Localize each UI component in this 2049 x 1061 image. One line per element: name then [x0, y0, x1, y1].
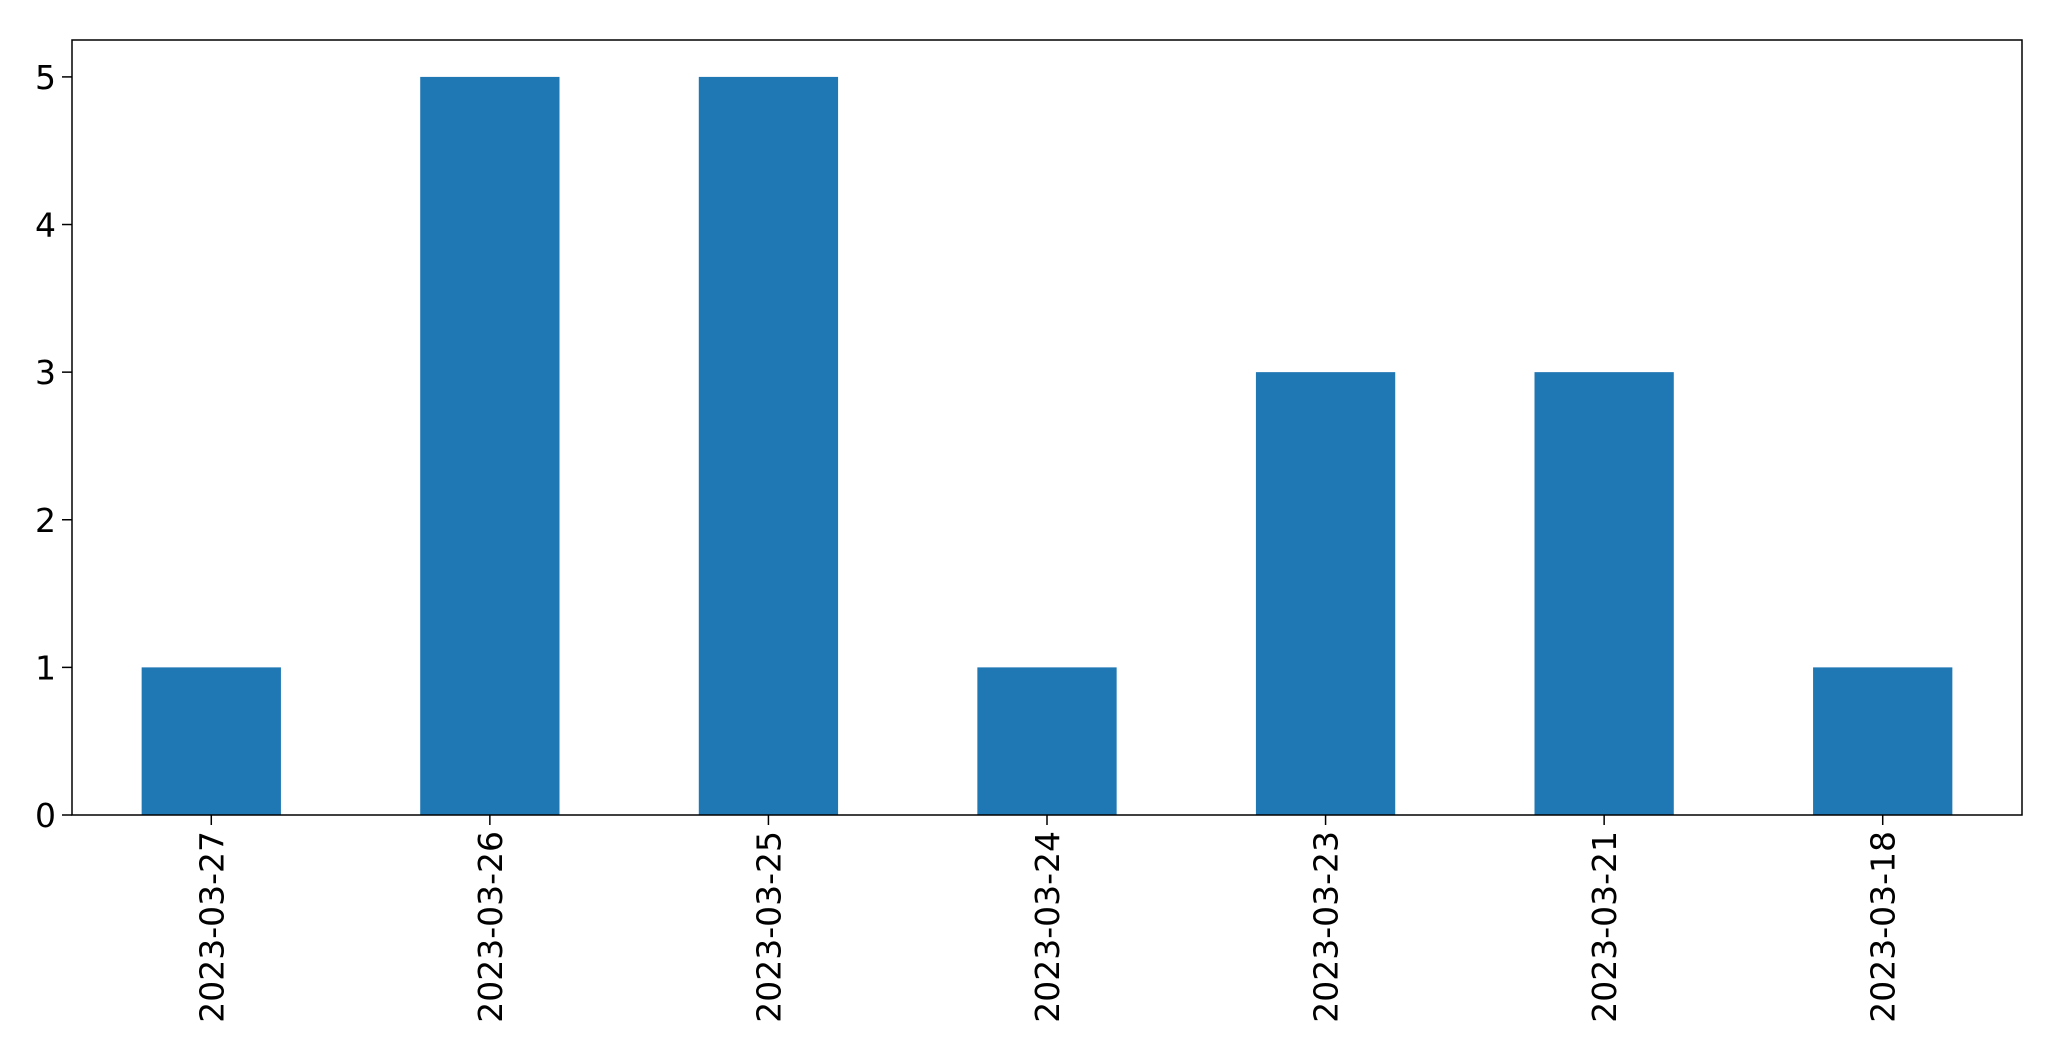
y-tick-label: 2	[35, 501, 56, 540]
y-tick-label: 0	[35, 796, 56, 835]
x-tick-label: 2023-03-27	[192, 831, 231, 1023]
bar-2023-03-24	[977, 667, 1117, 815]
y-axis: 0 1 2 3 4 5	[35, 58, 72, 835]
bar-2023-03-25	[698, 76, 839, 815]
x-tick-label: 2023-03-24	[1028, 831, 1067, 1023]
bar-2023-03-21	[1534, 372, 1674, 815]
x-tick-label: 2023-03-23	[1307, 831, 1346, 1023]
bar-2023-03-27	[141, 667, 281, 815]
x-tick-label: 2023-03-25	[749, 831, 788, 1023]
y-tick-label: 3	[35, 353, 56, 392]
x-axis: 2023-03-27 2023-03-26 2023-03-25 2023-03-24…	[192, 815, 1903, 1023]
bars-group	[141, 76, 1953, 815]
bar-2023-03-26	[420, 76, 560, 815]
plot-frame	[71, 39, 2023, 816]
y-tick-label: 1	[35, 648, 56, 687]
y-tick-label: 4	[35, 206, 56, 245]
x-tick-label: 2023-03-21	[1585, 831, 1624, 1023]
bar-2023-03-18	[1813, 667, 1953, 815]
x-tick-label: 2023-03-18	[1864, 831, 1903, 1023]
y-tick-label: 5	[35, 58, 56, 97]
x-tick-label: 2023-03-26	[471, 831, 510, 1023]
bar-2023-03-23	[1255, 372, 1396, 815]
